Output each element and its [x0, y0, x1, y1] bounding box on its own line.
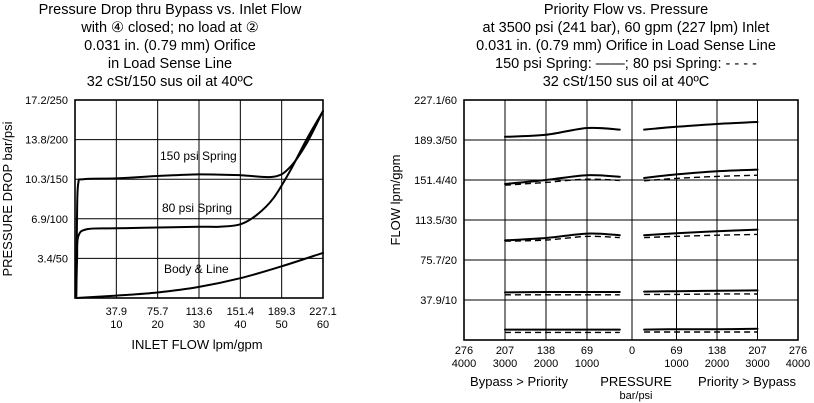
- right-chart: Priority Flow vs. Pressure at 3500 psi (…: [388, 2, 810, 402]
- right-x-axis-label: PRESSURE: [600, 374, 672, 389]
- left-y-ticks: 3.4/50 6.9/100 10.3/150 13.8/200 17.2/250: [25, 95, 68, 265]
- right-x-tick-psi: 2000: [534, 358, 558, 370]
- left-title-line-3: 0.031 in. (0.79 mm) Orifice: [84, 38, 256, 54]
- right-title-line-2: at 3500 psi (241 bar), 60 gpm (227 lpm) …: [483, 20, 770, 36]
- left-y-tick-label: 3.4/50: [37, 253, 68, 265]
- right-y-tick-label: 37.9/10: [420, 295, 457, 307]
- right-series-dashed-left-3: [504, 178, 620, 186]
- right-series-solid-left-1: [504, 126, 621, 138]
- right-title-line-3: 0.031 in. (0.79 mm) Orifice in Load Sens…: [476, 38, 776, 54]
- left-x-tick-lpm: 113.6: [186, 306, 213, 318]
- right-x-tick-psi: 4000: [452, 358, 476, 370]
- left-chart: Pressure Drop thru Bypass vs. Inlet Flow…: [0, 2, 337, 352]
- left-title-line-2: with ④ closed; no load at ②: [80, 20, 259, 36]
- left-x-ticks: 37.910 75.720 113.630 151.440 189.350 227.160: [106, 306, 337, 331]
- right-series-solid-left-2: [504, 174, 621, 185]
- left-x-tick-lpm: 227.1: [309, 306, 337, 318]
- left-x-tick-gpm: 50: [276, 319, 288, 331]
- left-y-tick-label: 13.8/200: [25, 135, 68, 147]
- right-x-tick-bar: 276: [455, 345, 473, 357]
- left-x-tick-gpm: 20: [152, 319, 164, 331]
- right-x-tick-bar: 207: [748, 345, 766, 357]
- right-plot-frame: [463, 99, 799, 341]
- left-title-line-4: in Load Sense Line: [108, 56, 232, 72]
- right-title-line-5: 32 cSt/150 sus oil at 40ºC: [543, 74, 710, 90]
- right-x-axis-unit: bar/psi: [619, 390, 652, 402]
- left-x-tick-lpm: 75.7: [147, 306, 168, 318]
- right-x-tick-bar: 138: [537, 345, 555, 357]
- right-y-tick-label: 113.5/30: [415, 215, 457, 227]
- left-series: [75, 110, 324, 299]
- right-y-ticks: 37.9/10 75.7/20 113.5/30 151.4/40 189.3/50 22…: [414, 95, 457, 307]
- right-series-solid-right-2: [643, 168, 759, 179]
- left-plot-frame: [74, 99, 324, 299]
- left-x-axis-label: INLET FLOW lpm/gpm: [131, 337, 262, 352]
- left-y-axis-label: PRESSURE DROP bar/psi: [0, 121, 15, 276]
- left-x-tick-gpm: 60: [317, 319, 329, 331]
- right-x-tick-bar: 276: [789, 345, 807, 357]
- right-series-solid-right-4: [643, 228, 759, 237]
- left-x-tick-gpm: 30: [193, 319, 205, 331]
- right-title-line-1: Priority Flow vs. Pressure: [544, 2, 708, 18]
- right-series-dashed-left-5: [504, 235, 620, 242]
- right-y-axis-label: FLOW lpm/gpm: [388, 154, 403, 245]
- left-x-tick-lpm: 151.4: [227, 306, 255, 318]
- right-series-solid-right-8: [643, 327, 759, 331]
- left-y-tick-label: 17.2/250: [25, 95, 68, 107]
- left-x-tick-gpm: 10: [110, 319, 122, 331]
- right-y-tick-label: 189.3/50: [414, 135, 457, 147]
- left-x-tick-gpm: 40: [234, 319, 246, 331]
- right-series-dashed-right-5: [644, 233, 758, 239]
- right-x-tick-bar: 69: [670, 345, 682, 357]
- right-x-tick-psi: 1000: [664, 358, 688, 370]
- left-title: Pressure Drop thru Bypass vs. Inlet Flow…: [39, 2, 302, 90]
- left-title-line-1: Pressure Drop thru Bypass vs. Inlet Flow: [39, 2, 302, 18]
- right-series-solid-left-4: [504, 232, 621, 242]
- right-x-tick-psi: 2000: [705, 358, 729, 370]
- right-x-tick-psi: 3000: [745, 358, 769, 370]
- right-x-left-caption: Bypass > Priority: [470, 374, 568, 389]
- left-title-line-5: 32 cSt/150 sus oil at 40ºC: [87, 74, 254, 90]
- series-label-80-psi-spring: 80 psi Spring: [162, 201, 232, 215]
- left-y-tick-label: 6.9/100: [31, 214, 68, 226]
- right-x-tick-psi: 1000: [575, 358, 599, 370]
- right-x-tick-psi: 3000: [493, 358, 517, 370]
- right-series-solid-right-6: [643, 289, 759, 293]
- right-title: Priority Flow vs. Pressure at 3500 psi (…: [476, 2, 776, 90]
- series-label-150-psi-spring: 150 psi Spring: [160, 149, 237, 163]
- right-y-tick-label: 151.4/40: [414, 175, 457, 187]
- series-label-body-and-line: Body & Line: [164, 262, 229, 276]
- right-x-tick-bar: 138: [708, 345, 726, 357]
- left-series-line-1: [75, 110, 324, 298]
- right-x-tick-psi: 4000: [786, 358, 810, 370]
- left-x-tick-lpm: 189.3: [268, 306, 296, 318]
- right-series: [504, 121, 759, 334]
- right-x-right-caption: Priority > Bypass: [698, 374, 796, 389]
- right-x-tick-bar: 0: [629, 345, 635, 357]
- right-grid: [464, 99, 798, 340]
- right-x-tick-bar: 69: [581, 345, 593, 357]
- left-series-line-3: [75, 251, 324, 299]
- left-y-tick-label: 10.3/150: [25, 174, 68, 186]
- left-x-tick-lpm: 37.9: [106, 306, 127, 318]
- left-series-line-2: [75, 110, 324, 298]
- right-series-dashed-right-3: [644, 174, 758, 182]
- right-series-solid-right-1: [643, 121, 759, 131]
- right-x-tick-bar: 207: [496, 345, 514, 357]
- right-y-tick-label: 75.7/20: [420, 255, 457, 267]
- right-y-tick-label: 227.1/60: [414, 95, 457, 107]
- right-title-line-4: 150 psi Spring: ——; 80 psi Spring: - - -…: [495, 56, 757, 72]
